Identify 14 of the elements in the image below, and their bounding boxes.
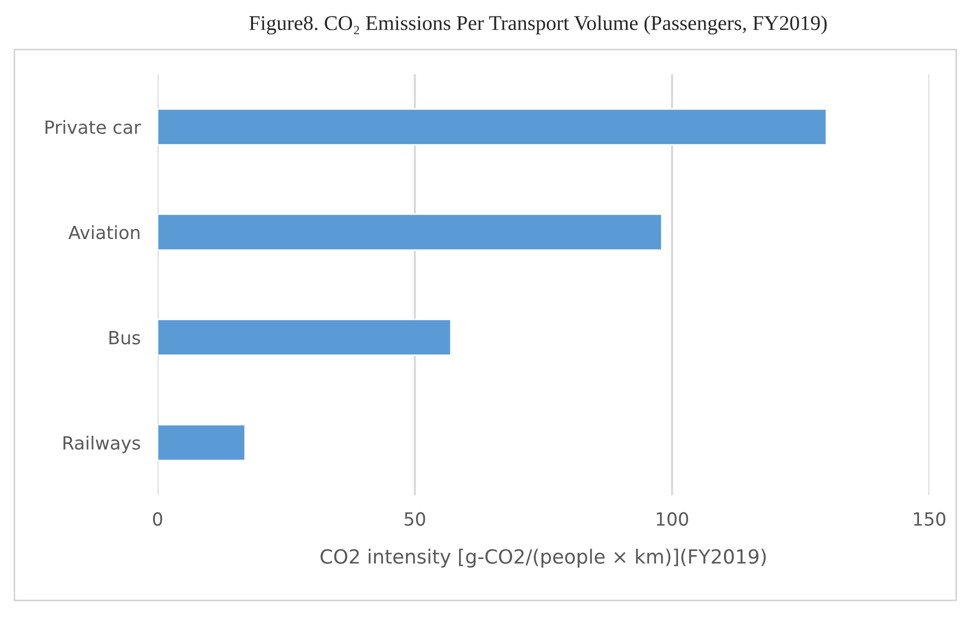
x-tick-label: 50 (404, 512, 426, 526)
bar (158, 424, 246, 462)
y-tick-label: Railways (64, 436, 140, 454)
bar (158, 108, 828, 146)
x-tick-label: 100 (656, 512, 688, 526)
bar (158, 214, 662, 251)
x-tick-label: 0 (153, 512, 162, 526)
y-tick-label: Private car (46, 120, 141, 134)
x-axis-title: CO2 intensity [g-CO2/(people × km)](FY2019) (320, 548, 766, 568)
y-tick-label: Aviation (68, 225, 140, 240)
bar (158, 318, 452, 356)
x-tick-label: 150 (914, 512, 946, 526)
chart-title: Figure8. CO₂ Emissions Per Transport Volume (Passengers, FY2019) (249, 15, 827, 34)
y-tick-label: Bus (109, 331, 140, 344)
